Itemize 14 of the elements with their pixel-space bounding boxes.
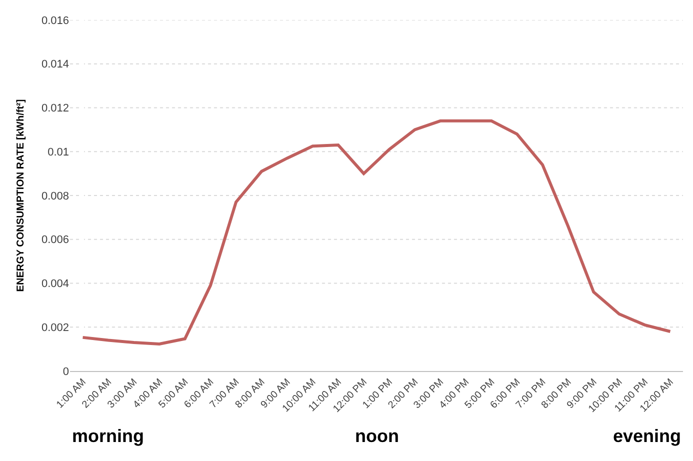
y-tick-label: 0.016 [41, 14, 69, 27]
y-tick-label: 0.012 [41, 102, 69, 115]
y-tick-label: 0.008 [41, 190, 69, 202]
y-tick-label: 0.01 [48, 146, 69, 158]
y-tick-label: 0.014 [41, 58, 69, 71]
y-tick-label: 0.006 [41, 234, 69, 246]
text: noon [355, 426, 399, 446]
y-tick-label: 0.004 [41, 278, 69, 290]
text: morning [72, 426, 144, 446]
y-axis-title: ENERGY CONSUMPTION RATE [kWh/ft²] [15, 99, 26, 292]
y-tick-label: 0 [62, 366, 69, 378]
y-tick-label: 0.002 [41, 322, 69, 334]
line-series [81, 119, 672, 346]
text: evening [613, 426, 682, 446]
